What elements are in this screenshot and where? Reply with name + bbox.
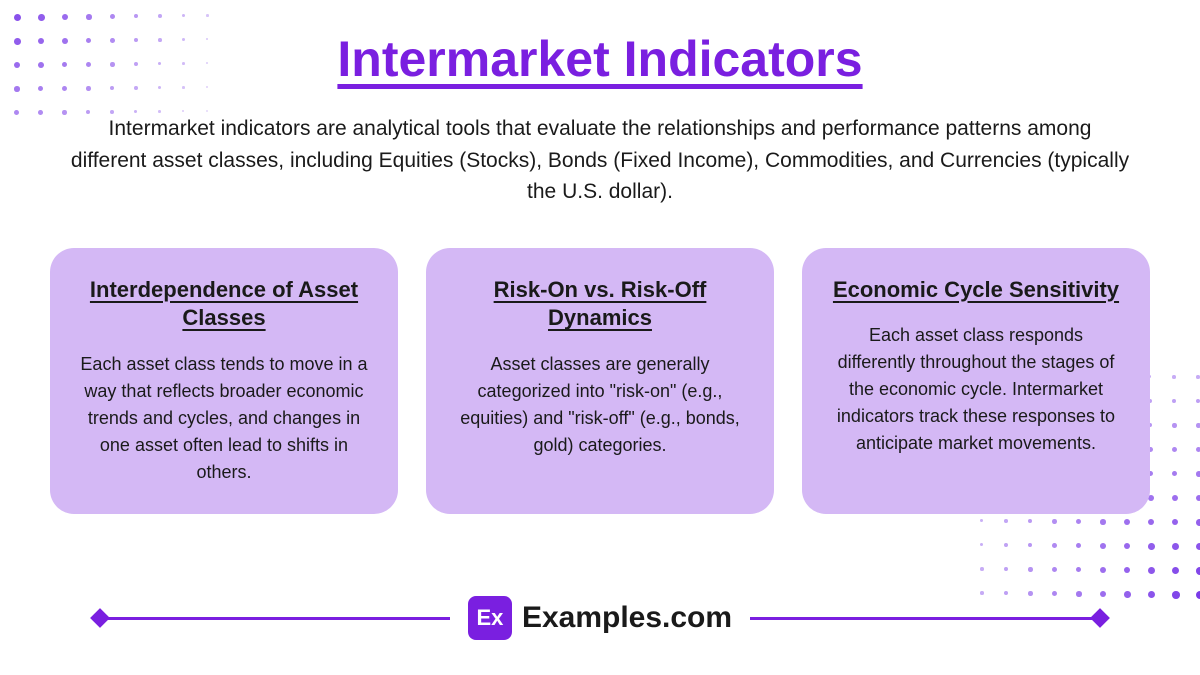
card-interdependence: Interdependence of Asset Classes Each as… <box>50 248 398 514</box>
page-description: Intermarket indicators are analytical to… <box>70 113 1130 208</box>
brand: Ex Examples.com <box>468 596 732 640</box>
cards-row: Interdependence of Asset Classes Each as… <box>50 248 1150 514</box>
footer-brand-bar: Ex Examples.com <box>0 596 1200 640</box>
main-container: Intermarket Indicators Intermarket indic… <box>0 0 1200 675</box>
card-text: Asset classes are generally categorized … <box>452 351 748 459</box>
diamond-icon <box>90 608 110 628</box>
card-economic-cycle: Economic Cycle Sensitivity Each asset cl… <box>802 248 1150 514</box>
page-title: Intermarket Indicators <box>337 30 862 88</box>
divider-line-left <box>100 617 450 620</box>
card-text: Each asset class tends to move in a way … <box>76 351 372 486</box>
brand-name: Examples.com <box>522 601 732 635</box>
diamond-icon <box>1090 608 1110 628</box>
divider-line-right <box>750 617 1100 620</box>
card-text: Each asset class responds differently th… <box>828 322 1124 457</box>
card-risk-dynamics: Risk-On vs. Risk-Off Dynamics Asset clas… <box>426 248 774 514</box>
card-title: Economic Cycle Sensitivity <box>833 276 1119 305</box>
card-title: Risk-On vs. Risk-Off Dynamics <box>452 276 748 333</box>
brand-badge: Ex <box>468 596 512 640</box>
card-title: Interdependence of Asset Classes <box>76 276 372 333</box>
